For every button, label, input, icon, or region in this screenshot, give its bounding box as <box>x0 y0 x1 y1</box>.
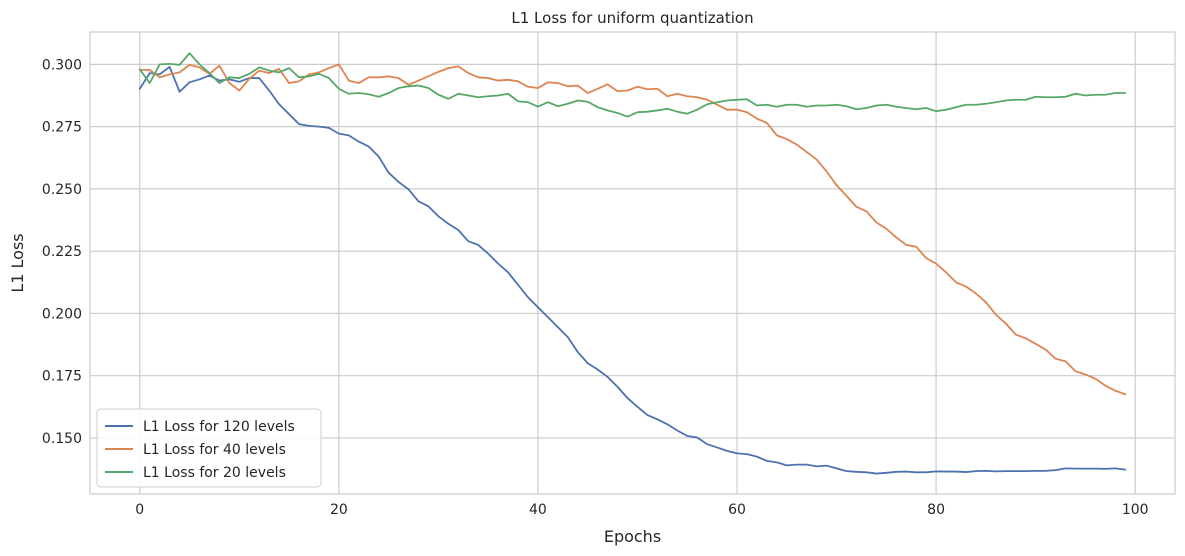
y-axis-label: L1 Loss <box>8 233 27 292</box>
legend-label-1: L1 Loss for 120 levels <box>143 419 295 435</box>
legend-box <box>96 408 322 488</box>
x-tick-label: 80 <box>927 502 945 518</box>
series-line-2 <box>138 63 1127 396</box>
x-tick-label: 60 <box>728 502 746 518</box>
series-line-3 <box>138 52 1127 118</box>
x-tick-labels: 0 20 40 60 80 100 <box>135 502 1148 518</box>
y-tick-label: 0.150 <box>42 431 82 447</box>
x-tick-label: 100 <box>1122 502 1149 518</box>
y-tick-label: 0.225 <box>42 244 82 260</box>
legend-label-3: L1 Loss for 20 levels <box>143 465 286 481</box>
series-line-1 <box>138 65 1127 475</box>
y-tick-label: 0.300 <box>42 57 82 73</box>
plot-frame <box>89 31 1176 495</box>
legend-label-2: L1 Loss for 40 levels <box>143 442 286 458</box>
y-tick-label: 0.175 <box>42 369 82 385</box>
chart-title: L1 Loss for uniform quantization <box>511 9 753 27</box>
x-axis-label: Epochs <box>604 527 661 546</box>
series-layer <box>138 52 1127 475</box>
y-tick-label: 0.200 <box>42 306 82 322</box>
x-tick-label: 20 <box>330 502 348 518</box>
legend: L1 Loss for 120 levels L1 Loss for 40 lev… <box>96 408 322 488</box>
y-tick-label: 0.275 <box>42 120 82 136</box>
y-tick-labels: 0.150 0.175 0.200 0.225 0.250 0.275 0.300 <box>42 57 82 447</box>
grid-lines <box>90 32 1175 494</box>
y-tick-label: 0.250 <box>42 182 82 198</box>
x-tick-label: 40 <box>529 502 547 518</box>
x-tick-label: 0 <box>135 502 144 518</box>
